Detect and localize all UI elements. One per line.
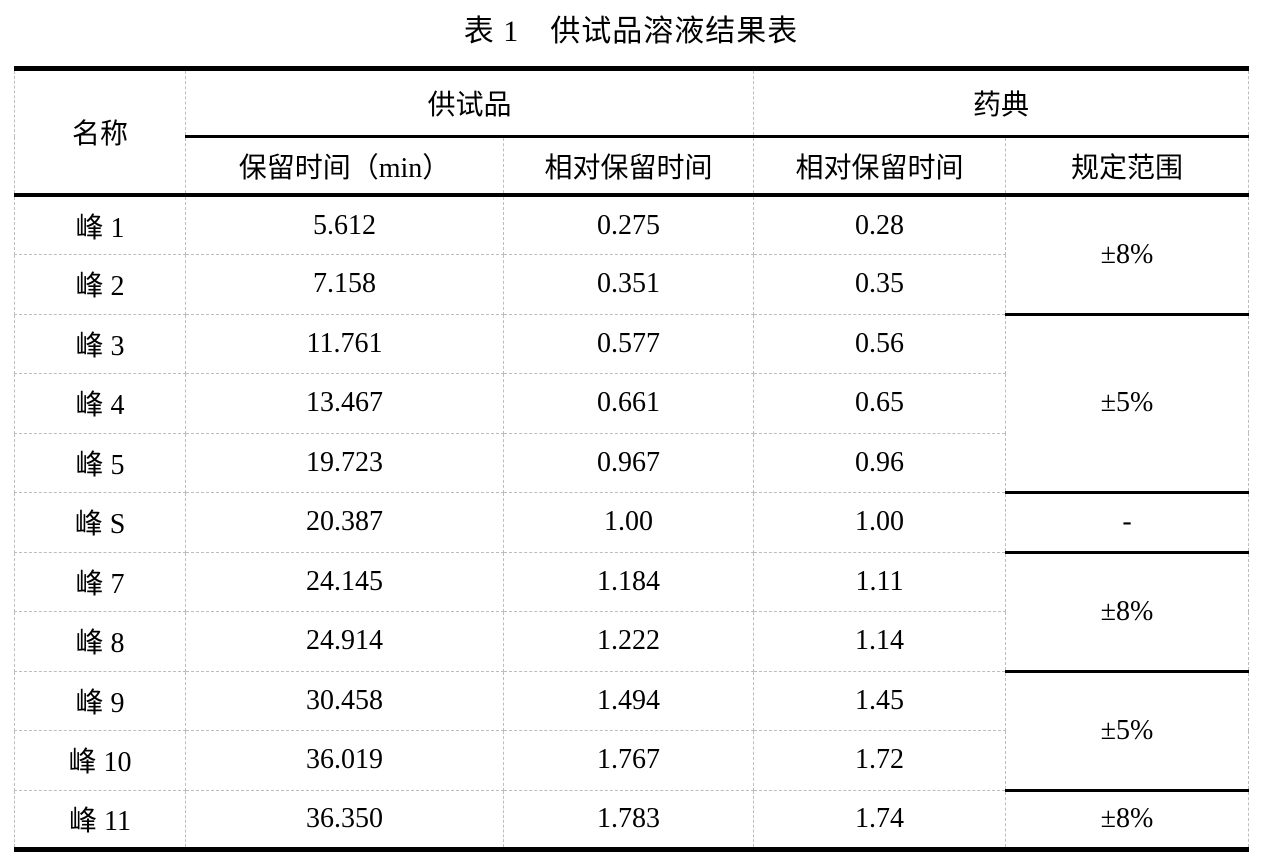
- relative-retention-cell: 0.275: [502, 194, 755, 255]
- range-cell: ±5%: [1005, 313, 1250, 494]
- table-row: 峰 5 19.723 0.967 0.96: [14, 432, 1249, 493]
- retention-time-cell: 7.158: [185, 254, 504, 315]
- table-row: 峰 S 20.387 1.00 1.00 -: [14, 492, 1250, 554]
- header-retention-time: 保留时间（min）: [185, 136, 504, 197]
- relative-retention-cell: 0.967: [502, 432, 755, 493]
- table-row: 峰 11 36.350 1.783 1.74 ±8%: [14, 789, 1250, 850]
- range-cell: ±5%: [1005, 670, 1250, 792]
- row-name-cell: 峰 11: [14, 789, 186, 850]
- table-row: 峰 9 30.458 1.494 1.45 ±5%: [14, 670, 1250, 792]
- pharmacopoeia-rrt-cell: 1.74: [753, 789, 1007, 850]
- header-group-pharmacopoeia: 药典: [753, 68, 1250, 138]
- pharmacopoeia-rrt-cell: 0.35: [753, 254, 1007, 315]
- retention-time-cell: 30.458: [185, 670, 504, 731]
- relative-retention-cell: 1.222: [502, 611, 755, 672]
- pharmacopoeia-rrt-cell: 1.45: [753, 670, 1007, 731]
- header-row-groups: 名称 供试品 药典: [14, 68, 1250, 197]
- relative-retention-cell: 0.577: [502, 313, 755, 374]
- table-caption: 表 1 供试品溶液结果表: [463, 15, 799, 48]
- range-cell: ±8%: [1005, 551, 1250, 673]
- pharmacopoeia-rrt-cell: 0.28: [753, 194, 1007, 255]
- relative-retention-cell: 0.351: [502, 254, 755, 315]
- retention-time-cell: 5.612: [185, 194, 504, 255]
- pharmacopoeia-rrt-cell: 0.65: [753, 373, 1007, 434]
- table-row: 峰 1 5.612 0.275 0.28 ±8%: [14, 194, 1250, 316]
- row-name-cell: 峰 1: [14, 194, 186, 255]
- table-row: 峰 3 11.761 0.577 0.56 ±5%: [14, 313, 1250, 494]
- relative-retention-cell: 1.184: [502, 551, 755, 612]
- relative-retention-cell: 1.783: [502, 789, 755, 850]
- document-page: 表 1 供试品溶液结果表 名称 供试品 药典 保留时间（min） 相对保留时间 …: [0, 12, 1262, 865]
- retention-time-cell: 24.914: [185, 611, 504, 672]
- relative-retention-cell: 0.661: [502, 373, 755, 434]
- row-name-cell: 峰 9: [14, 670, 186, 731]
- table-row: 峰 8 24.914 1.222 1.14: [14, 611, 1249, 672]
- table-row: 峰 10 36.019 1.767 1.72: [14, 730, 1249, 791]
- row-name-cell: 峰 4: [14, 373, 186, 434]
- retention-time-cell: 11.761: [185, 313, 504, 374]
- retention-time-cell: 36.350: [185, 789, 504, 850]
- range-cell: ±8%: [1005, 789, 1250, 850]
- retention-time-cell: 13.467: [185, 373, 504, 434]
- retention-time-cell: 20.387: [185, 492, 504, 553]
- header-name: 名称: [14, 68, 186, 197]
- retention-time-cell: 19.723: [185, 432, 504, 493]
- row-name-cell: 峰 S: [14, 492, 186, 553]
- pharmacopoeia-rrt-cell: 1.00: [753, 492, 1007, 553]
- row-name-cell: 峰 5: [14, 432, 186, 493]
- pharmacopoeia-rrt-cell: 1.14: [753, 611, 1007, 672]
- relative-retention-cell: 1.767: [502, 730, 755, 791]
- row-name-cell: 峰 2: [14, 254, 186, 315]
- results-table: 名称 供试品 药典 保留时间（min） 相对保留时间 相对保留时间 规定范围 峰…: [14, 66, 1250, 852]
- retention-time-cell: 36.019: [185, 730, 504, 791]
- pharmacopoeia-rrt-cell: 1.11: [753, 551, 1007, 612]
- relative-retention-cell: 1.494: [502, 670, 755, 731]
- retention-time-cell: 24.145: [185, 551, 504, 612]
- range-cell: ±8%: [1005, 194, 1250, 316]
- row-name-cell: 峰 8: [14, 611, 186, 672]
- row-name-cell: 峰 7: [14, 551, 186, 612]
- pharmacopoeia-rrt-cell: 0.96: [753, 432, 1007, 493]
- header-relative-retention-sample: 相对保留时间: [502, 136, 755, 197]
- header-row-subcolumns: 保留时间（min） 相对保留时间 相对保留时间 规定范围: [15, 136, 1250, 197]
- row-name-cell: 峰 10: [14, 730, 186, 791]
- header-group-sample: 供试品: [184, 68, 755, 138]
- header-relative-retention-pharmacopoeia: 相对保留时间: [753, 136, 1007, 197]
- table-row: 峰 7 24.145 1.184 1.11 ±8%: [14, 551, 1250, 673]
- header-specified-range: 规定范围: [1005, 136, 1250, 197]
- pharmacopoeia-rrt-cell: 0.56: [753, 313, 1007, 374]
- pharmacopoeia-rrt-cell: 1.72: [753, 730, 1007, 791]
- table-header: 名称 供试品 药典 保留时间（min） 相对保留时间 相对保留时间 规定范围: [14, 68, 1250, 197]
- relative-retention-cell: 1.00: [502, 492, 755, 553]
- range-cell: -: [1005, 492, 1250, 554]
- row-name-cell: 峰 3: [14, 313, 186, 374]
- table-body: 峰 1 5.612 0.275 0.28 ±8% 峰 2 7.158 0.351…: [14, 194, 1250, 850]
